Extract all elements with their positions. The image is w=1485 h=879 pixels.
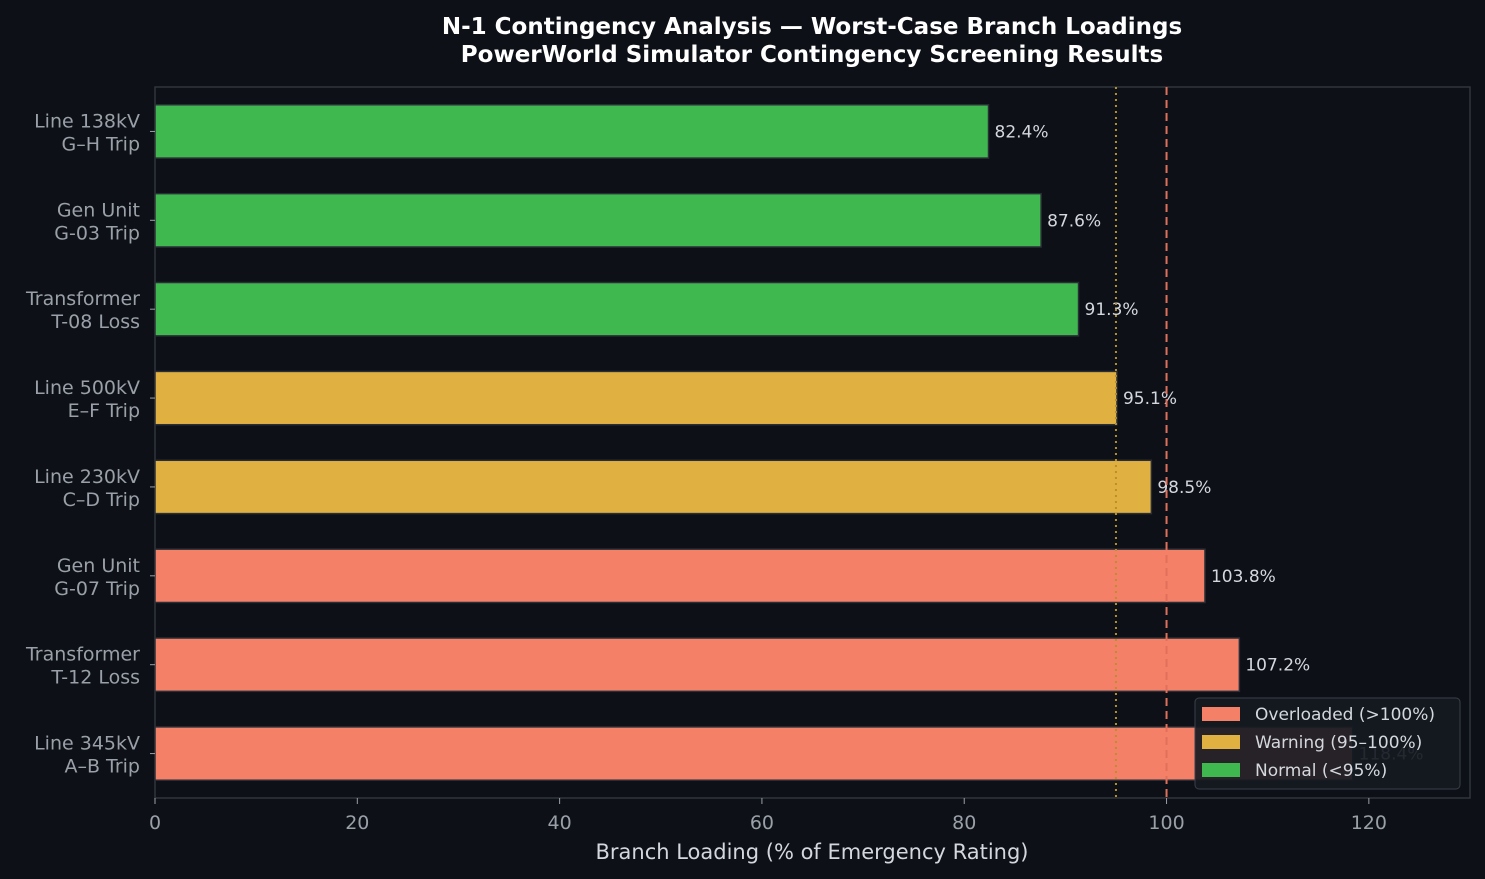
y-tick-label: E–F Trip — [68, 400, 140, 422]
x-tick-label: 20 — [345, 812, 369, 834]
y-tick-label: G-03 Trip — [54, 222, 140, 244]
x-tick-label: 100 — [1148, 812, 1184, 834]
legend-label: Warning (95–100%) — [1255, 733, 1422, 753]
bar — [154, 459, 1153, 515]
chart-subtitle: PowerWorld Simulator Contingency Screeni… — [461, 42, 1163, 68]
x-tick-label: 60 — [750, 812, 774, 834]
bar — [154, 281, 1080, 337]
x-axis-label: Branch Loading (% of Emergency Rating) — [595, 840, 1028, 864]
data-label: 98.5% — [1157, 478, 1211, 498]
data-label: 82.4% — [995, 122, 1049, 142]
y-tick-label: Line 230kV — [34, 466, 140, 488]
y-tick-label: G-07 Trip — [54, 578, 140, 600]
legend-box — [1194, 697, 1461, 790]
bar — [154, 192, 1042, 248]
y-tick-label: T-08 Loss — [50, 311, 140, 333]
data-label: 107.2% — [1245, 656, 1310, 676]
y-tick-label: Line 500kV — [34, 377, 140, 399]
data-label: 103.8% — [1211, 567, 1276, 587]
legend-label: Normal (<95%) — [1255, 761, 1387, 781]
x-tick-label: 0 — [149, 812, 161, 834]
y-tick-label: Gen Unit — [57, 199, 140, 221]
data-label: 91.3% — [1085, 300, 1139, 320]
y-tick-label: Transformer — [25, 644, 140, 666]
x-tick-label: 80 — [952, 812, 976, 834]
legend-label: Overloaded (>100%) — [1255, 705, 1435, 725]
y-tick-label: C–D Trip — [63, 489, 140, 511]
legend-swatch — [1202, 735, 1240, 749]
y-tick-label: A–B Trip — [64, 756, 140, 778]
y-tick-label: Line 345kV — [34, 733, 140, 755]
data-label: 95.1% — [1123, 389, 1177, 409]
y-tick-label: T-12 Loss — [50, 667, 140, 689]
y-tick-label: Line 138kV — [34, 110, 140, 132]
chart-title: N-1 Contingency Analysis — Worst-Case Br… — [442, 14, 1182, 40]
y-tick-label: G–H Trip — [61, 133, 140, 155]
bar — [154, 637, 1241, 693]
bar — [154, 370, 1118, 426]
bar — [154, 104, 990, 159]
y-tick-label: Gen Unit — [57, 555, 140, 577]
x-tick-label: 40 — [548, 812, 572, 834]
y-tick-label: Transformer — [25, 288, 140, 310]
bar — [154, 548, 1206, 604]
data-label: 87.6% — [1047, 211, 1101, 231]
legend-swatch — [1202, 707, 1240, 721]
legend-swatch — [1202, 763, 1240, 777]
legend: Overloaded (>100%) Warning (95–100%) Norma… — [1194, 697, 1461, 790]
plot-area-frame — [154, 86, 1471, 799]
x-tick-label: 120 — [1351, 812, 1387, 834]
bar — [154, 726, 1354, 781]
